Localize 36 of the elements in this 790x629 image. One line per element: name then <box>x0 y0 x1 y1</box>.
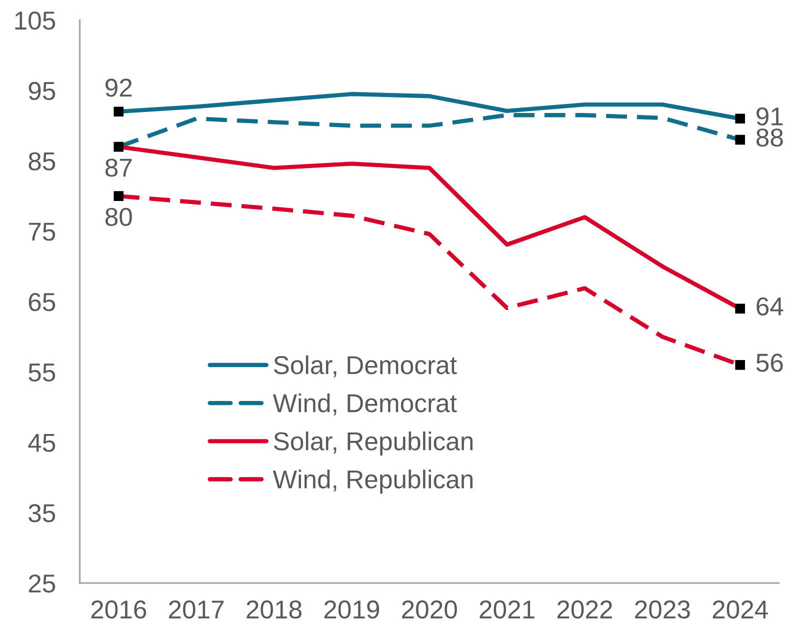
x-tick-label: 2023 <box>635 600 690 619</box>
y-tick-label: 25 <box>28 574 56 593</box>
x-tick-label: 2021 <box>480 600 534 619</box>
data-label: 64 <box>756 297 784 316</box>
x-tick-label: 2016 <box>91 600 146 619</box>
y-tick-label: 35 <box>28 504 56 522</box>
x-tick-label: 2019 <box>324 600 380 619</box>
point <box>735 360 746 370</box>
x-tick-label: 2022 <box>557 600 612 619</box>
data-label: 88 <box>756 128 783 147</box>
x-tick-label: 2017 <box>169 600 224 619</box>
legend-label: Solar, Democrat <box>274 355 457 378</box>
legend-label: Wind, Democrat <box>272 393 457 416</box>
y-tick-label: 95 <box>28 82 56 100</box>
point <box>735 134 746 145</box>
y-tick-label: 65 <box>28 292 56 312</box>
data-label: 92 <box>106 78 132 97</box>
x-tick-label: 2020 <box>402 600 457 619</box>
data-label: 56 <box>756 354 783 372</box>
point <box>114 191 124 201</box>
x-tick-label: 2024 <box>712 600 768 619</box>
x-tick-label: 2018 <box>246 600 302 619</box>
legend-label: Solar, Republican <box>274 432 473 456</box>
y-tick-label: 105 <box>15 11 56 30</box>
y-tick-label: 75 <box>28 222 56 241</box>
data-label: 80 <box>105 208 132 226</box>
data-label: 91 <box>756 107 783 126</box>
y-tick-label: 85 <box>28 152 56 170</box>
point <box>114 142 124 152</box>
point <box>735 304 746 314</box>
y-tick-label: 45 <box>28 434 56 452</box>
legend-label: Wind, Republican <box>272 470 472 494</box>
point <box>735 114 746 124</box>
y-tick-label: 55 <box>28 364 56 382</box>
data-label: 87 <box>105 158 132 177</box>
point <box>114 106 124 117</box>
